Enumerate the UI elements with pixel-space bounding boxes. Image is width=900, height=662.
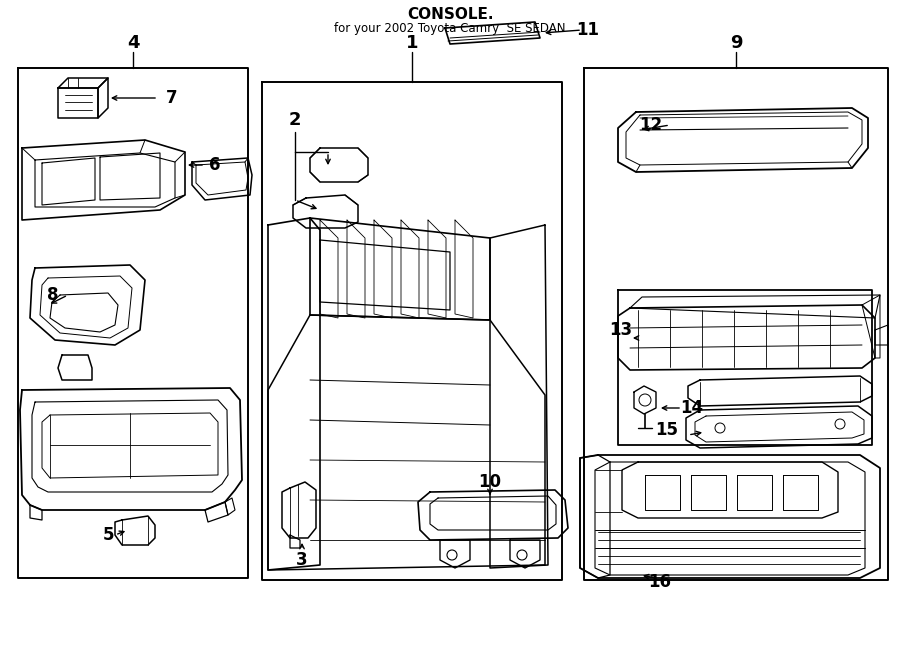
Text: for your 2002 Toyota Camry  SE SEDAN: for your 2002 Toyota Camry SE SEDAN bbox=[334, 21, 566, 34]
Text: 14: 14 bbox=[680, 399, 704, 417]
Text: 13: 13 bbox=[609, 321, 632, 339]
Text: 9: 9 bbox=[730, 34, 742, 52]
Text: 4: 4 bbox=[127, 34, 140, 52]
Text: 10: 10 bbox=[479, 473, 501, 491]
Text: 5: 5 bbox=[103, 526, 113, 544]
Text: 11: 11 bbox=[577, 21, 599, 39]
Text: CONSOLE.: CONSOLE. bbox=[407, 7, 493, 21]
Text: 3: 3 bbox=[296, 551, 308, 569]
Text: 2: 2 bbox=[289, 111, 302, 129]
Text: 1: 1 bbox=[406, 34, 419, 52]
Text: 15: 15 bbox=[655, 421, 678, 439]
Text: 12: 12 bbox=[639, 116, 662, 134]
Text: 16: 16 bbox=[649, 573, 671, 591]
Text: 7: 7 bbox=[166, 89, 178, 107]
Text: 6: 6 bbox=[209, 156, 220, 174]
Text: 8: 8 bbox=[47, 286, 58, 304]
